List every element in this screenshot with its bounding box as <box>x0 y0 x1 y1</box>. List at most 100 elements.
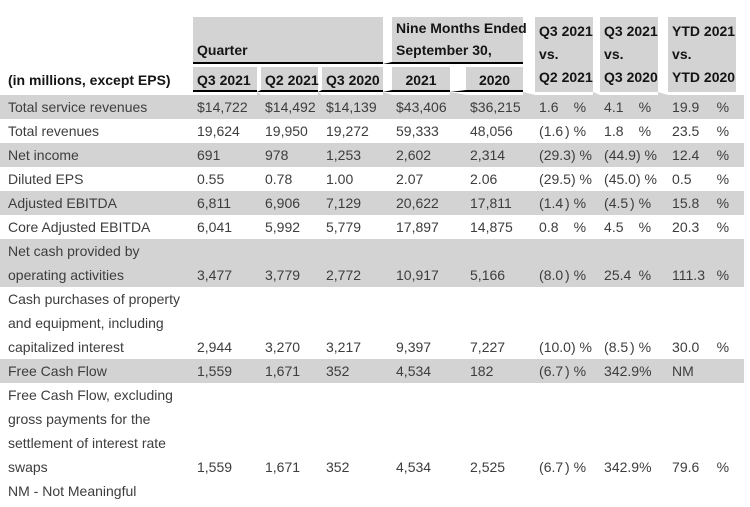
percent-wrap: 25.4% <box>604 263 651 287</box>
percent-value: 4.1 <box>604 99 624 115</box>
percent-wrap: (6.7) % <box>539 455 586 479</box>
percent-wrap: (44.9) % <box>604 143 657 167</box>
header-col-q3-2020: Q3 2020 <box>318 64 384 92</box>
percent-sign: % <box>716 219 730 235</box>
percent-sign: ) % <box>565 363 587 379</box>
percent-value: (45.0 <box>604 171 636 187</box>
value-cell: $14,722 <box>193 92 257 119</box>
percent-wrap: (4.5) % <box>604 191 651 215</box>
percent-wrap: (6.7) % <box>539 359 586 383</box>
footnote-text: NM - Not Meaningful <box>0 479 745 503</box>
percent-sign: ) % <box>565 459 587 475</box>
row-filler-cell <box>736 239 744 287</box>
value-cell: 3,217 <box>326 339 362 355</box>
percent-cell: (6.7) % <box>523 359 593 383</box>
percent-cell: (29.3) % <box>523 143 593 167</box>
percent-sign: % <box>716 195 730 211</box>
percent-wrap: 30.0% <box>672 335 729 359</box>
table-body: Total service revenues $14,722 $14,492 $14,… <box>0 92 745 479</box>
percent-wrap: (1.4) % <box>539 191 586 215</box>
value-cell: 17,811 <box>470 195 512 211</box>
value-cell: 1,559 <box>197 459 233 475</box>
percent-value: 20.3 <box>672 219 700 235</box>
row-filler-cell <box>736 167 744 191</box>
percent-wrap: (8.0) % <box>539 263 586 287</box>
percent-wrap: 111.3% <box>672 263 729 287</box>
percent-wrap: 1.8% <box>604 119 651 143</box>
percent-cell: (8.0) % <box>523 239 593 287</box>
percent-sign: % <box>638 123 652 139</box>
percent-sign: % <box>639 459 652 475</box>
percent-value: 30.0 <box>672 339 700 355</box>
row-filler-cell <box>736 119 744 143</box>
value-cell: 19,272 <box>326 123 369 139</box>
value-cell: 0.78 <box>265 171 293 187</box>
percent-cell: (6.7) % <box>523 383 593 479</box>
percent-sign: % <box>638 267 652 283</box>
percent-sign: ) % <box>570 171 592 187</box>
value-cell: $43,406 <box>383 92 451 119</box>
percent-wrap: 0.8% <box>539 215 586 239</box>
percent-sign: % <box>639 363 652 379</box>
percent-value: 342.9 <box>604 459 640 475</box>
row-label: Core Adjusted EBITDA <box>8 219 151 235</box>
value-cell: 2,314 <box>470 147 506 163</box>
table-row: Total service revenues $14,722 $14,492 $14,… <box>0 92 745 119</box>
value-cell: 978 <box>265 147 289 163</box>
header-blank-cell <box>0 17 193 64</box>
percent-cell: 20.3% <box>658 215 736 239</box>
percent-sign: ) % <box>570 147 592 163</box>
header-quarter-group: Quarter <box>193 17 384 64</box>
percent-wrap: 12.4% <box>672 143 729 167</box>
percent-value: 12.4 <box>672 147 700 163</box>
row-label: Adjusted EBITDA <box>8 195 117 211</box>
percent-value: (29.3 <box>539 147 571 163</box>
percent-wrap: (45.0) % <box>604 167 657 191</box>
percent-value: 25.4 <box>604 267 632 283</box>
percent-sign: % <box>716 267 730 283</box>
table-header: Quarter Nine Months Ended September 30, … <box>0 17 744 92</box>
row-label: Net income <box>8 147 79 163</box>
percent-wrap: (8.5) % <box>604 335 651 359</box>
table-row: Net cash provided by operating activitie… <box>0 239 745 287</box>
value-cell: 6,811 <box>197 195 231 211</box>
percent-cell: 79.6% <box>658 383 736 479</box>
row-label: Free Cash Flow <box>8 363 107 379</box>
percent-value: (1.4 <box>539 195 564 211</box>
percent-wrap: (10.0) % <box>539 335 592 359</box>
value-cell: 19,624 <box>197 123 240 139</box>
percent-cell: (45.0) % <box>593 167 658 191</box>
percent-cell: 1.6% <box>523 92 594 119</box>
value-cell: 2.07 <box>396 171 424 187</box>
value-cell: 2,525 <box>470 459 506 475</box>
percent-value: (1.6 <box>539 123 564 139</box>
header-nine-months-group: Nine Months Ended September 30, <box>383 17 527 64</box>
percent-value: 0.8 <box>539 219 559 235</box>
percent-sign: ) % <box>630 339 652 355</box>
percent-value: 111.3 <box>672 267 705 283</box>
percent-value: (29.5 <box>539 171 571 187</box>
row-filler-cell <box>736 383 744 479</box>
percent-value: 19.9 <box>672 99 700 115</box>
value-cell: 10,917 <box>396 267 439 283</box>
value-cell: 6,041 <box>197 219 233 235</box>
percent-cell: 23.5% <box>658 119 736 143</box>
percent-sign: ) % <box>565 195 587 211</box>
percent-wrap: 79.6% <box>672 455 729 479</box>
header-group-row: Quarter Nine Months Ended September 30, … <box>0 17 744 92</box>
percent-wrap: (1.6) % <box>539 119 586 143</box>
percent-sign: % <box>716 147 730 163</box>
footnote-row: NM - Not Meaningful <box>0 479 745 503</box>
value-cell: 6,906 <box>265 195 301 211</box>
percent-sign: % <box>573 99 587 115</box>
percent-cell: (8.5) % <box>593 287 658 359</box>
header-col-nm-2020: 2020 <box>450 64 524 92</box>
percent-sign: ) % <box>630 195 652 211</box>
percent-cell: (1.4) % <box>523 191 593 215</box>
percent-sign: ) % <box>565 267 587 283</box>
header-filler-cell <box>736 17 744 92</box>
percent-value: (4.5 <box>604 195 629 211</box>
table-row: Free Cash Flow 1,559 1,671 352 4,534 182 (6.7)… <box>0 359 745 383</box>
header-col-nm-2021: 2021 <box>383 64 451 92</box>
value-cell: 9,397 <box>396 339 432 355</box>
